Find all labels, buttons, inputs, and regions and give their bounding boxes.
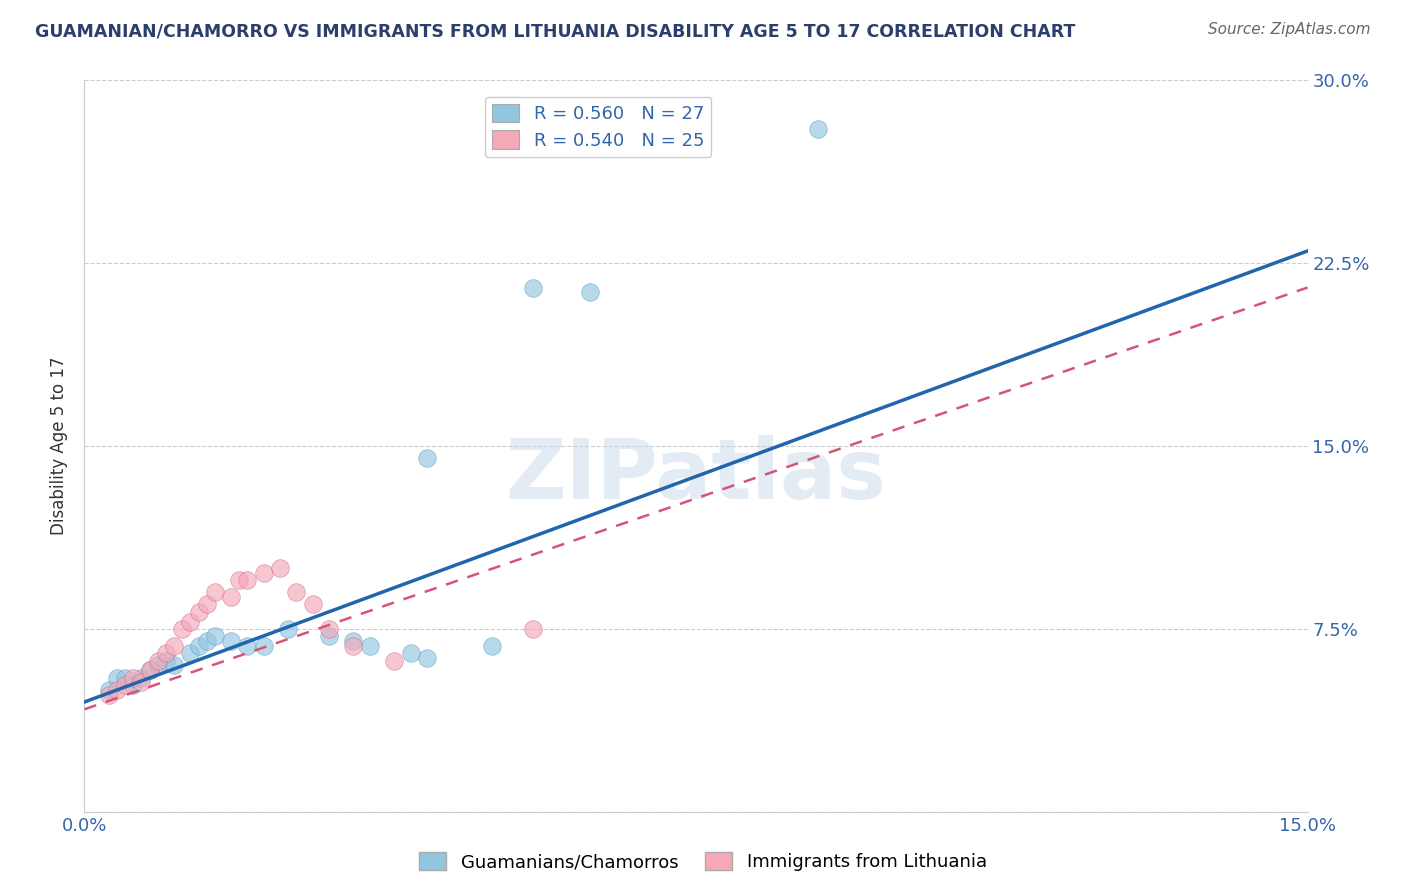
Point (342, 634, 364, 648)
Point (138, 663, 160, 677)
Point (105, 671, 128, 685)
Point (522, 280, 544, 294)
Point (187, 605, 209, 619)
Point (399, 646, 422, 660)
Point (318, 622, 340, 636)
Point (219, 590, 242, 604)
Point (359, 639, 381, 653)
Text: GUAMANIAN/CHAMORRO VS IMMIGRANTS FROM LITHUANIA DISABILITY AGE 5 TO 17 CORRELATI: GUAMANIAN/CHAMORRO VS IMMIGRANTS FROM LI… (35, 22, 1076, 40)
Point (269, 561, 291, 575)
Point (195, 598, 218, 612)
Point (122, 671, 145, 685)
Point (155, 646, 177, 660)
Point (155, 654, 177, 668)
Y-axis label: Disability Age 5 to 17: Disability Age 5 to 17 (51, 357, 69, 535)
Point (522, 622, 544, 636)
Point (97, 682, 120, 697)
Point (204, 629, 226, 643)
Point (579, 285, 602, 300)
Legend: R = 0.560   N = 27, R = 0.540   N = 25: R = 0.560 N = 27, R = 0.540 N = 25 (485, 96, 711, 157)
Point (195, 634, 218, 648)
Point (172, 622, 194, 636)
Point (219, 634, 242, 648)
Point (253, 639, 276, 653)
Legend: Guamanians/Chamorros, Immigrants from Lithuania: Guamanians/Chamorros, Immigrants from Li… (412, 845, 994, 879)
Point (163, 639, 186, 653)
Point (382, 654, 405, 668)
Point (179, 615, 201, 629)
Point (131, 675, 153, 690)
Point (236, 639, 259, 653)
Point (146, 658, 169, 673)
Text: Source: ZipAtlas.com: Source: ZipAtlas.com (1208, 22, 1371, 37)
Point (416, 451, 439, 466)
Point (114, 678, 136, 692)
Point (204, 585, 226, 599)
Point (318, 629, 340, 643)
Point (105, 682, 128, 697)
Point (131, 671, 153, 685)
Point (277, 622, 299, 636)
Point (114, 671, 136, 685)
Point (163, 658, 186, 673)
Point (187, 639, 209, 653)
Point (228, 573, 250, 587)
Point (179, 646, 201, 660)
Point (253, 566, 276, 580)
Point (236, 573, 259, 587)
Point (122, 678, 145, 692)
Point (481, 639, 503, 653)
Text: ZIPatlas: ZIPatlas (506, 434, 886, 516)
Point (807, 122, 830, 136)
Point (301, 598, 323, 612)
Point (285, 585, 308, 599)
Point (416, 651, 439, 665)
Point (342, 639, 364, 653)
Point (138, 663, 160, 677)
Point (97, 688, 120, 702)
Point (146, 654, 169, 668)
